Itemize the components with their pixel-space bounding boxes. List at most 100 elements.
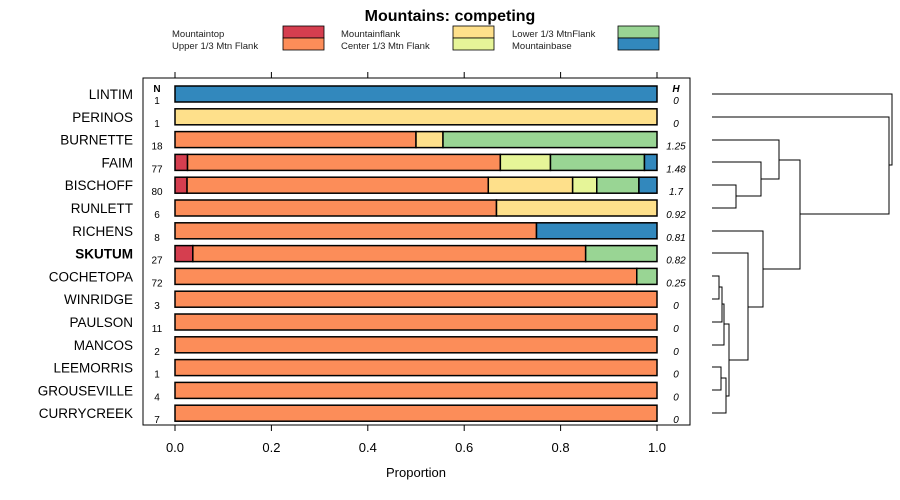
bar-segment <box>186 176 490 194</box>
h-value: 0 <box>673 96 679 107</box>
row-label: RUNLETT <box>71 201 133 216</box>
bar-segment <box>174 267 638 286</box>
x-tick-label: 0.2 <box>262 440 280 455</box>
row-label: BURNETTE <box>60 133 133 148</box>
bar-row: BURNETTE 18 1.25 <box>60 130 686 153</box>
bar-segment <box>549 153 646 172</box>
legend-label: Mountaintop <box>172 29 224 40</box>
bar-row: RICHENS 8 0.81 <box>72 222 686 244</box>
bar-segment <box>174 176 188 194</box>
bar-segment <box>186 153 502 172</box>
legend-label: Upper 1/3 Mtn Flank <box>172 41 258 52</box>
bar-segment <box>174 404 658 422</box>
x-tick-label: 0.0 <box>166 440 184 455</box>
h-value: 0 <box>673 347 679 358</box>
dendrogram-branch <box>763 159 801 270</box>
bar-row: PAULSON 11 0 <box>69 313 679 335</box>
n-value: 27 <box>151 256 163 267</box>
n-value: 8 <box>154 233 160 244</box>
bar-segment <box>174 85 658 103</box>
bar-segment <box>495 199 658 217</box>
bar-segment <box>499 153 552 172</box>
bar-segment <box>571 176 598 194</box>
bar-segment <box>174 199 498 217</box>
dendrogram-branch <box>712 139 780 180</box>
legend-label: Mountainbase <box>512 41 572 52</box>
h-header: H <box>672 84 680 95</box>
row-label: LINTIM <box>89 87 133 102</box>
bar-segment <box>174 358 658 377</box>
row-label: MANCOS <box>74 338 133 353</box>
n-header: N <box>153 84 160 95</box>
bar-segment <box>174 290 658 308</box>
dendrogram-branch <box>712 252 749 361</box>
bar-segment <box>487 176 574 194</box>
x-tick-label: 0.6 <box>455 440 473 455</box>
row-label: PERINOS <box>72 110 133 125</box>
n-value: 7 <box>154 415 160 426</box>
row-label: CURRYCREEK <box>39 406 133 421</box>
chart-title: Mountains: competing <box>365 8 536 25</box>
n-value: 77 <box>151 164 163 175</box>
legend-label: Mountainflank <box>341 29 400 40</box>
bar-row: COCHETOPA 72 0.25 <box>49 267 686 289</box>
bar-segment <box>584 244 658 263</box>
x-tick-label: 1.0 <box>648 440 666 455</box>
row-label: PAULSON <box>69 315 133 330</box>
n-value: 18 <box>151 142 163 153</box>
bar-row: PERINOS 1 0 <box>72 108 679 130</box>
dendrogram-branch <box>712 286 723 323</box>
h-value: 0.81 <box>666 233 685 244</box>
bar-segment <box>596 176 640 194</box>
bar-row: FAIM 77 1.48 <box>101 153 686 175</box>
bar-segment <box>174 313 658 331</box>
legend-swatch <box>282 37 325 51</box>
plot-panel <box>142 77 691 426</box>
n-value: 2 <box>154 347 160 358</box>
h-value: 1.7 <box>669 187 683 198</box>
legend-label: Lower 1/3 MtnFlank <box>512 29 596 40</box>
n-value: 72 <box>151 278 163 289</box>
x-tick-label: 0.4 <box>359 440 377 455</box>
bar-segment <box>442 130 658 149</box>
n-value: 1 <box>154 119 160 130</box>
h-value: 1.48 <box>666 164 686 175</box>
h-value: 0 <box>673 119 679 130</box>
legend-swatch <box>617 37 660 51</box>
h-value: 0 <box>673 370 679 381</box>
bar-row: RUNLETT 6 0.92 <box>71 199 686 221</box>
legend-label: Center 1/3 Mtn Flank <box>341 41 430 52</box>
n-value: 11 <box>152 324 163 335</box>
legend-swatch <box>282 25 325 39</box>
h-value: 0.25 <box>666 278 686 289</box>
bar-row: LINTIM 1 0 <box>89 85 679 107</box>
bar-segment <box>174 153 189 172</box>
row-label: RICHENS <box>72 224 133 239</box>
bar-segment <box>643 153 658 172</box>
bar-row: LEEMORRIS 1 0 <box>53 358 679 381</box>
h-value: 0 <box>673 415 679 426</box>
legend-swatch <box>452 25 495 39</box>
bar-segment <box>638 176 658 194</box>
dendrogram-branch <box>712 184 737 209</box>
row-label: COCHETOPA <box>49 269 133 284</box>
row-label: FAIM <box>101 155 133 170</box>
bar-segment <box>174 244 194 263</box>
h-value: 0 <box>673 392 679 403</box>
dendrogram <box>712 93 893 414</box>
bar-row: CURRYCREEK 7 0 <box>39 404 679 426</box>
row-label: SKUTUM <box>75 247 133 262</box>
row-label: GROUSEVILLE <box>38 383 133 398</box>
bar-row: WINRIDGE 3 0 <box>64 290 679 312</box>
row-label: LEEMORRIS <box>53 361 133 376</box>
bar-row: GROUSEVILLE 4 0 <box>38 381 679 403</box>
n-value: 3 <box>154 301 160 312</box>
bar-segment <box>636 267 658 286</box>
n-value: 80 <box>151 187 163 198</box>
bar-segment <box>174 336 658 354</box>
dendrogram-branch <box>712 275 720 300</box>
dendrogram-branch <box>712 93 893 166</box>
bar-segment <box>174 130 417 149</box>
